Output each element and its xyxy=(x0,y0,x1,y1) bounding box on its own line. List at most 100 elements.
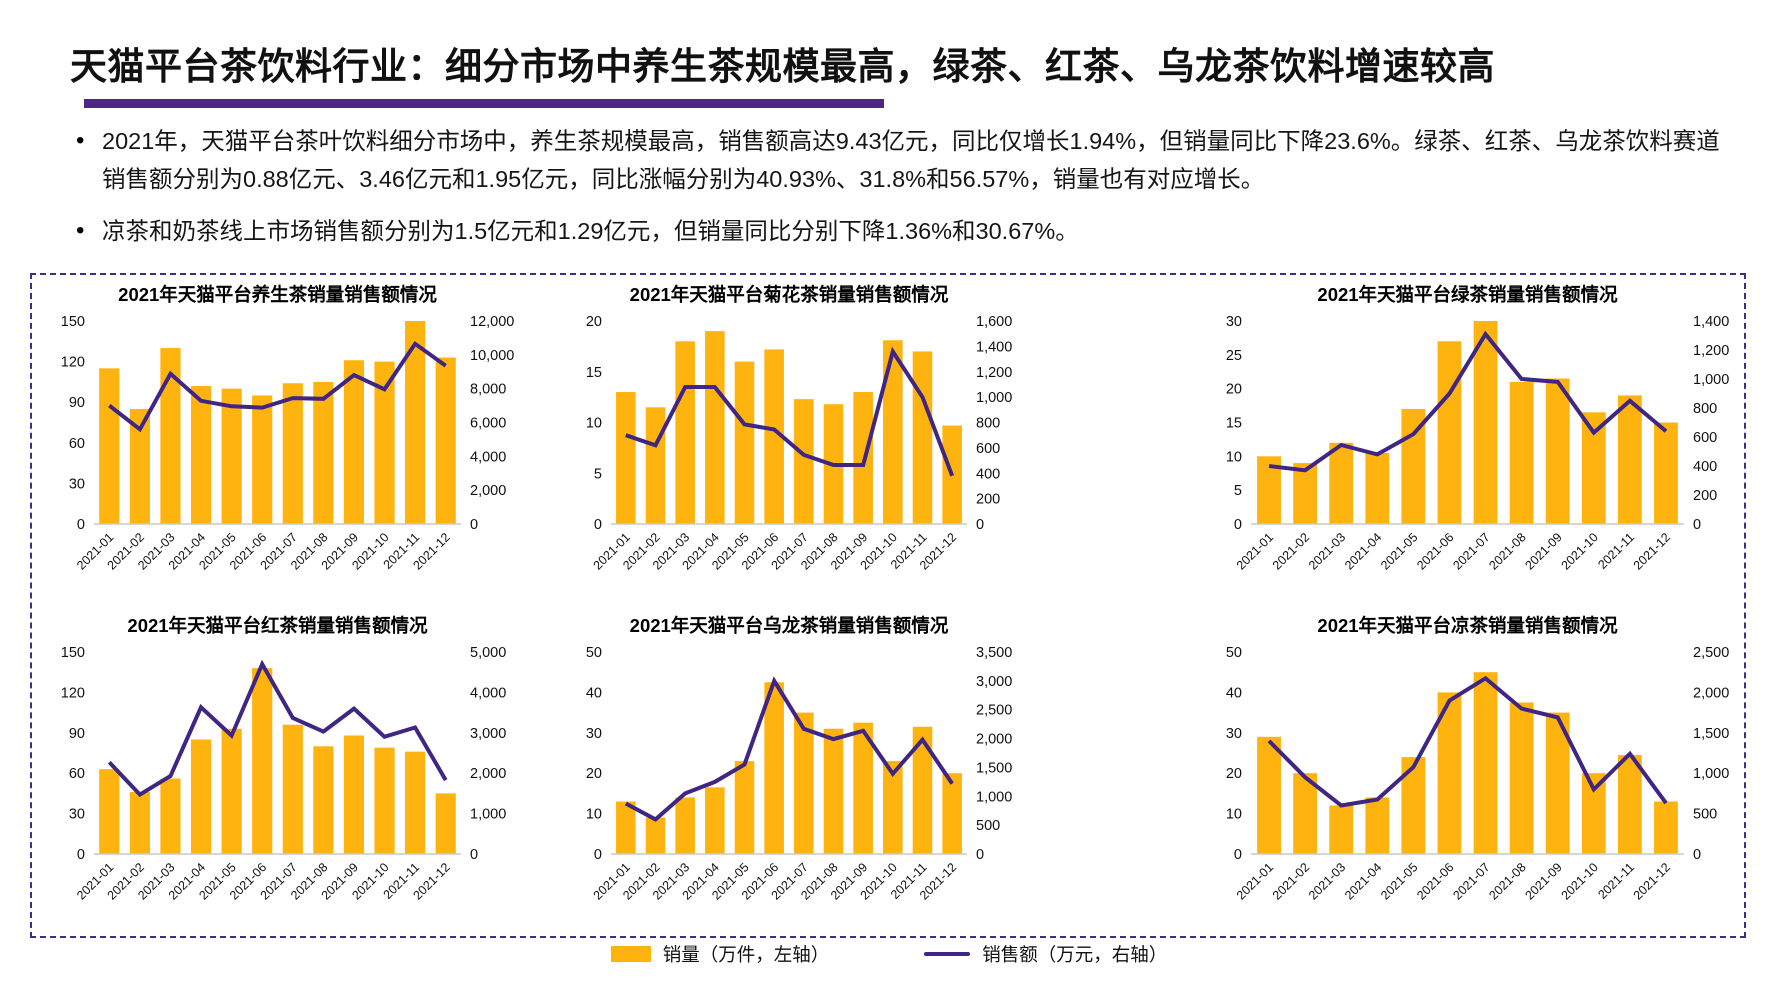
bar-2021-06 xyxy=(1437,692,1462,854)
bar-2021-01 xyxy=(616,801,636,854)
bar-2021-11 xyxy=(912,726,933,854)
right-axis-tick: 5,000 xyxy=(470,645,506,661)
x-axis-label: 2021-12 xyxy=(1631,530,1673,572)
left-axis-tick: 10 xyxy=(1226,449,1242,465)
right-axis-tick: 4,000 xyxy=(470,449,506,465)
x-axis-label: 2021-09 xyxy=(1522,530,1564,572)
left-axis-tick: 10 xyxy=(586,416,602,432)
bar-2021-10 xyxy=(374,361,395,524)
line-series xyxy=(1268,330,1668,473)
bar-2021-07 xyxy=(794,712,814,854)
x-axis-label: 2021-04 xyxy=(1342,860,1384,902)
bar-2021-09 xyxy=(343,360,365,524)
bar-2021-06 xyxy=(252,395,273,524)
bullet-list: 2021年，天猫平台茶叶饮料细分市场中，养生茶规模最高，销售额高达9.43亿元，… xyxy=(72,122,1722,264)
x-axis-label: 2021-07 xyxy=(1450,530,1492,572)
right-axis-tick: 1,000 xyxy=(1693,766,1729,782)
title-underline xyxy=(84,99,884,108)
legend-item-sales-volume: 销量（万件，左轴） xyxy=(610,941,830,967)
chart-herbal-tea: 2021年天猫平台凉茶销量销售额情况 0 10 20 30 40 50 0 500 1,000 1,… xyxy=(1067,606,1744,936)
left-axis-tick: 5 xyxy=(594,466,602,482)
right-axis-tick: 1,000 xyxy=(1693,372,1729,388)
chart-svg: 2021年天猫平台红茶销量销售额情况 0 30 60 90 120 150 0 1,000 2,0… xyxy=(61,615,507,903)
right-axis-tick: 1,500 xyxy=(976,760,1012,776)
left-axis-tick: 30 xyxy=(69,807,85,823)
bar-2021-10 xyxy=(883,340,903,524)
x-axis-label: 2021-06 xyxy=(1414,860,1456,902)
bar-2021-04 xyxy=(705,331,725,524)
left-axis-tick: 20 xyxy=(1226,766,1242,782)
right-axis-tick: 0 xyxy=(1693,517,1701,533)
bar-2021-03 xyxy=(1329,442,1354,524)
x-axis-label: 2021-12 xyxy=(1631,860,1673,902)
chart-title: 2021年天猫平台绿茶销量销售额情况 xyxy=(1317,284,1618,305)
right-axis-tick: 2,500 xyxy=(1693,645,1729,661)
bullet-item: 2021年，天猫平台茶叶饮料细分市场中，养生茶规模最高，销售额高达9.43亿元，… xyxy=(72,122,1722,198)
left-axis-tick: 60 xyxy=(69,766,85,782)
right-axis-tick: 0 xyxy=(976,517,984,533)
bar-2021-05 xyxy=(221,388,242,524)
x-axis-label: 2021-05 xyxy=(1378,860,1420,902)
bar-2021-10 xyxy=(883,761,903,854)
bar-2021-02 xyxy=(1293,463,1318,524)
left-axis-tick: 0 xyxy=(77,847,85,863)
right-axis-tick: 500 xyxy=(976,818,1000,834)
right-axis-tick: 1,500 xyxy=(1693,726,1729,742)
bar-2021-12 xyxy=(1654,422,1678,524)
chart-title: 2021年天猫平台乌龙茶销量销售额情况 xyxy=(630,615,949,636)
bar-2021-04 xyxy=(1365,452,1390,524)
x-axis-label: 2021-07 xyxy=(1450,860,1492,902)
bar-2021-01 xyxy=(616,392,636,524)
bar-2021-06 xyxy=(764,682,784,854)
left-axis-tick: 90 xyxy=(69,726,85,742)
right-axis-tick: 0 xyxy=(976,847,984,863)
x-axis-label: 2021-02 xyxy=(1270,530,1312,572)
x-axis-label: 2021-08 xyxy=(1486,860,1528,902)
x-axis-label: 2021-01 xyxy=(1234,860,1276,902)
bar-2021-07 xyxy=(282,724,303,854)
x-axis-label: 2021-03 xyxy=(1306,530,1348,572)
bar-2021-11 xyxy=(912,351,933,524)
right-axis-tick: 2,000 xyxy=(470,766,506,782)
left-axis-tick: 25 xyxy=(1226,348,1242,364)
bar-2021-08 xyxy=(313,381,334,524)
bar-2021-07 xyxy=(794,399,814,524)
chart-chrysanthemum-tea: 2021年天猫平台菊花茶销量销售额情况 0 5 10 15 20 0 200 400 600 800… xyxy=(547,275,1067,606)
right-axis-tick: 4,000 xyxy=(470,685,506,701)
legend-item-sales-amount: 销售额（万元，右轴） xyxy=(924,941,1167,967)
chart-title: 2021年天猫平台养生茶销量销售额情况 xyxy=(118,284,437,305)
bar-2021-11 xyxy=(405,751,426,854)
bar-2021-01 xyxy=(1257,736,1281,854)
left-axis-tick: 0 xyxy=(594,517,602,533)
bar-2021-01 xyxy=(99,368,120,524)
right-axis-tick: 1,400 xyxy=(976,339,1012,355)
x-axis-label: 2021-05 xyxy=(1378,530,1420,572)
left-axis-tick: 40 xyxy=(586,685,602,701)
left-axis-tick: 50 xyxy=(1226,645,1242,661)
right-axis-tick: 12,000 xyxy=(470,314,514,330)
left-axis-tick: 30 xyxy=(1226,726,1242,742)
right-axis-tick: 0 xyxy=(1693,847,1701,863)
right-axis-tick: 2,000 xyxy=(470,483,506,499)
legend-bar-label: 销量（万件，左轴） xyxy=(662,944,830,965)
right-axis-tick: 10,000 xyxy=(470,348,514,364)
bar-2021-04 xyxy=(705,787,725,854)
right-axis-tick: 3,000 xyxy=(976,674,1012,690)
bar-swatch-icon xyxy=(610,946,651,962)
bar-2021-01 xyxy=(99,769,120,854)
left-axis-tick: 10 xyxy=(1226,807,1242,823)
bar-2021-03 xyxy=(675,797,695,854)
bar-2021-02 xyxy=(129,792,150,854)
charts-panel: 2021年天猫平台养生茶销量销售额情况 0 30 60 90 120 150 0 2,000 4,… xyxy=(30,273,1746,938)
chart-green-tea: 2021年天猫平台绿茶销量销售额情况 0 5 10 15 20 25 30 0 200 400 600… xyxy=(1067,275,1744,606)
right-axis-tick: 6,000 xyxy=(470,416,506,432)
left-axis-tick: 120 xyxy=(61,355,85,371)
x-axis-label: 2021-08 xyxy=(1486,530,1528,572)
chart-svg: 2021年天猫平台养生茶销量销售额情况 0 30 60 90 120 150 0 2,000 4,… xyxy=(61,284,515,573)
left-axis-tick: 30 xyxy=(69,476,85,492)
bar-2021-09 xyxy=(343,735,365,854)
x-axis-label: 2021-01 xyxy=(1234,530,1276,572)
bar-2021-05 xyxy=(1401,757,1426,854)
right-axis-tick: 0 xyxy=(470,517,478,533)
line-series xyxy=(107,659,448,798)
